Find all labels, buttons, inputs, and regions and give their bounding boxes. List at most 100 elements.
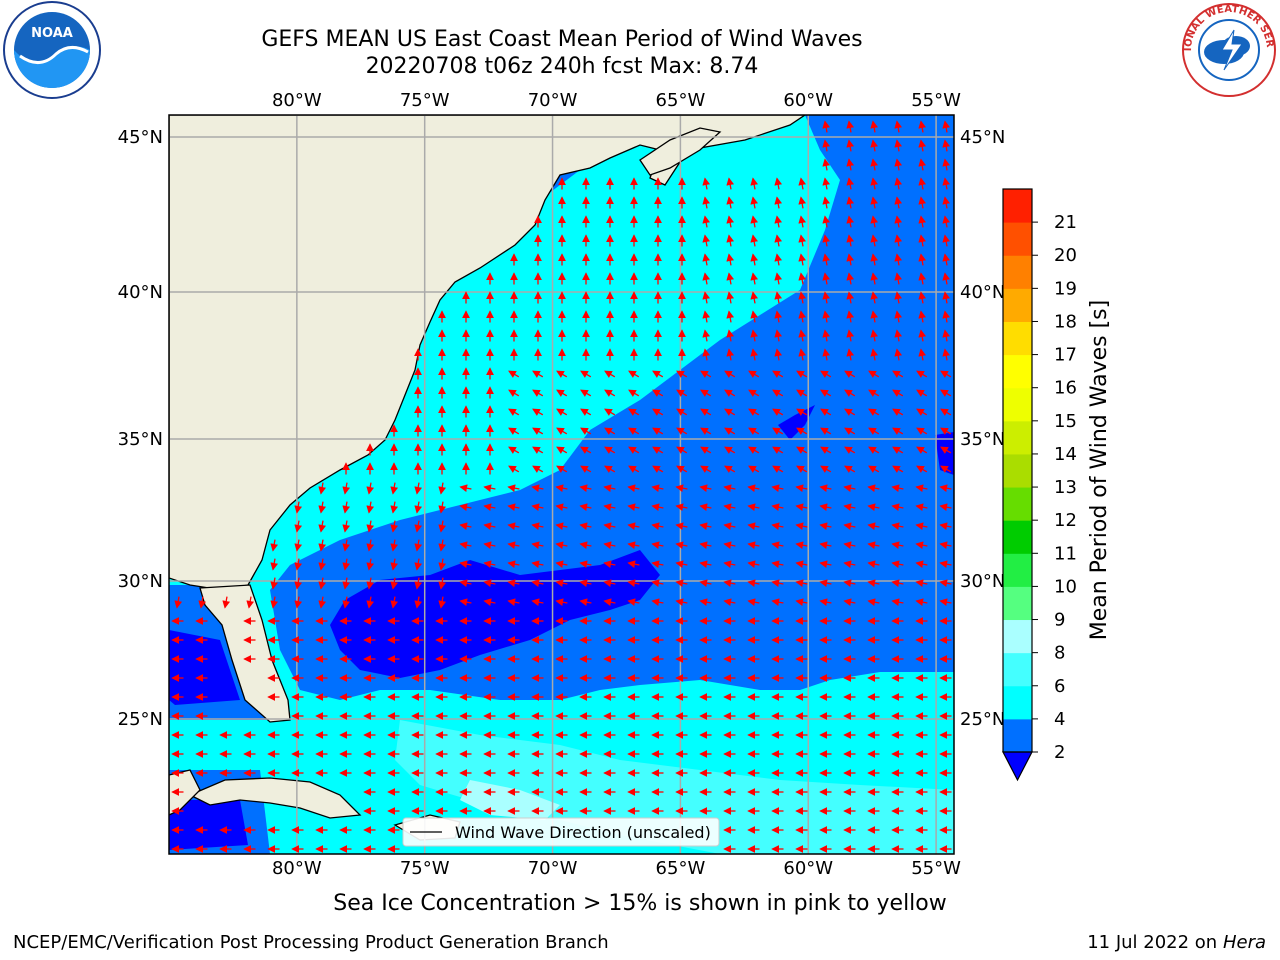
wave-direction-arrow bbox=[918, 348, 927, 361]
wave-direction-arrow bbox=[702, 215, 711, 228]
colorbar-bin bbox=[1003, 453, 1032, 488]
wave-direction-arrow bbox=[750, 196, 759, 209]
wave-direction-arrow bbox=[867, 598, 880, 607]
longitude-labels-bottom: 80°W 75°W 70°W 65°W 60°W 55°W bbox=[272, 858, 961, 879]
wave-direction-arrow bbox=[915, 598, 928, 607]
wave-direction-arrow bbox=[747, 503, 760, 512]
wave-direction-arrow bbox=[508, 446, 520, 454]
latitude-label-left: 40°N bbox=[118, 282, 163, 303]
period-2-4s-region bbox=[270, 115, 954, 700]
latitude-label-right: 40°N bbox=[960, 282, 1005, 303]
wave-direction-arrow bbox=[798, 253, 807, 266]
wave-direction-arrow bbox=[556, 408, 568, 416]
wave-direction-arrow bbox=[438, 482, 447, 495]
wave-direction-arrow bbox=[942, 253, 951, 266]
wave-direction-arrow bbox=[918, 253, 927, 266]
wave-direction-arrow bbox=[822, 215, 831, 228]
wave-direction-arrow bbox=[796, 465, 808, 473]
period-under-2s-core-caribbean bbox=[169, 800, 248, 850]
wave-direction-arrow bbox=[699, 598, 712, 607]
latitude-label-right: 30°N bbox=[960, 571, 1005, 592]
wave-direction-arrow bbox=[846, 348, 855, 361]
wave-direction-arrow bbox=[342, 596, 351, 609]
wave-direction-arrow bbox=[870, 158, 879, 171]
wave-direction-arrow bbox=[942, 348, 951, 361]
wave-direction-arrow bbox=[819, 560, 832, 569]
wave-direction-arrow bbox=[772, 465, 784, 473]
wave-direction-arrow bbox=[846, 291, 855, 304]
wave-direction-arrow bbox=[532, 465, 544, 473]
wave-direction-arrow bbox=[723, 560, 736, 569]
latitude-labels-left: 45°N 40°N 35°N 30°N 25°N bbox=[118, 127, 163, 730]
latitude-label-left: 25°N bbox=[118, 709, 163, 730]
wave-direction-arrow bbox=[627, 503, 640, 512]
wave-direction-arrow bbox=[726, 177, 735, 190]
wave-direction-arrow bbox=[675, 541, 688, 550]
wave-direction-arrow bbox=[459, 503, 472, 512]
wave-direction-arrow bbox=[627, 579, 640, 588]
map-frame bbox=[168, 114, 955, 855]
wave-direction-arrow bbox=[939, 560, 952, 569]
wave-direction-arrow bbox=[555, 484, 568, 493]
wave-direction-arrow bbox=[390, 539, 399, 552]
wave-direction-arrow bbox=[556, 427, 568, 435]
wave-direction-arrow bbox=[774, 291, 783, 304]
wave-direction-arrow bbox=[867, 484, 880, 493]
wave-direction-arrow bbox=[676, 370, 688, 378]
wave-direction-arrow bbox=[318, 558, 327, 571]
colorbar-tick-label: 6 bbox=[1054, 676, 1065, 697]
wave-direction-arrow bbox=[459, 579, 472, 588]
wave-direction-arrow bbox=[750, 329, 759, 342]
wave-direction-arrow bbox=[675, 522, 688, 531]
wave-direction-arrow bbox=[579, 579, 592, 588]
wave-direction-arrow bbox=[892, 408, 904, 416]
wave-direction-arrow bbox=[675, 579, 688, 588]
sea-ice-caption: Sea Ice Concentration > 15% is shown in … bbox=[333, 891, 947, 916]
wave-direction-arrow bbox=[844, 446, 856, 454]
wave-direction-arrow bbox=[726, 196, 735, 209]
wave-direction-arrow bbox=[894, 272, 903, 285]
wave-direction-arrow bbox=[846, 120, 855, 133]
colorbar-tick-label: 12 bbox=[1054, 510, 1077, 531]
wave-direction-arrow bbox=[894, 215, 903, 228]
colorbar-bin bbox=[1003, 586, 1032, 621]
colorbar-bin bbox=[1003, 321, 1032, 356]
wave-direction-arrow bbox=[748, 465, 760, 473]
wave-direction-arrow bbox=[700, 370, 712, 378]
wave-direction-arrow bbox=[580, 465, 592, 473]
colorbar-tick-label: 11 bbox=[1054, 543, 1077, 564]
wave-direction-arrow bbox=[700, 389, 712, 397]
wave-direction-arrow bbox=[507, 541, 520, 550]
wave-direction-arrow bbox=[366, 558, 375, 571]
wave-direction-arrow bbox=[820, 427, 832, 435]
wave-direction-arrow bbox=[651, 484, 664, 493]
wave-direction-arrow bbox=[459, 522, 472, 531]
wave-direction-arrow bbox=[819, 484, 832, 493]
wave-direction-arrow bbox=[675, 503, 688, 512]
wave-direction-arrow bbox=[894, 158, 903, 171]
wave-direction-arrow bbox=[843, 522, 856, 531]
wave-direction-arrow bbox=[843, 541, 856, 550]
wave-direction-arrow bbox=[846, 253, 855, 266]
wave-direction-arrow bbox=[342, 558, 351, 571]
wave-direction-arrow bbox=[483, 522, 496, 531]
colorbar-bin bbox=[1003, 619, 1032, 654]
latitude-labels-right: 45°N 40°N 35°N 30°N 25°N bbox=[960, 127, 1005, 730]
wave-direction-arrow bbox=[604, 446, 616, 454]
wave-direction-arrow bbox=[916, 446, 928, 454]
wave-direction-arrow bbox=[507, 522, 520, 531]
wave-direction-arrow bbox=[915, 484, 928, 493]
wave-direction-arrow bbox=[915, 560, 928, 569]
wave-direction-arrow bbox=[894, 177, 903, 190]
wave-direction-arrow bbox=[702, 310, 711, 323]
longitude-label-top: 70°W bbox=[528, 90, 578, 111]
wave-direction-arrow bbox=[676, 446, 688, 454]
wave-direction-arrow bbox=[532, 446, 544, 454]
wave-direction-arrow bbox=[822, 120, 831, 133]
period-under-2s-core bbox=[330, 550, 660, 678]
wave-direction-arrow bbox=[870, 272, 879, 285]
wave-direction-arrow bbox=[796, 389, 808, 397]
wave-direction-arrow bbox=[942, 139, 951, 152]
wave-direction-arrow bbox=[532, 389, 544, 397]
wave-direction-arrow bbox=[918, 234, 927, 247]
